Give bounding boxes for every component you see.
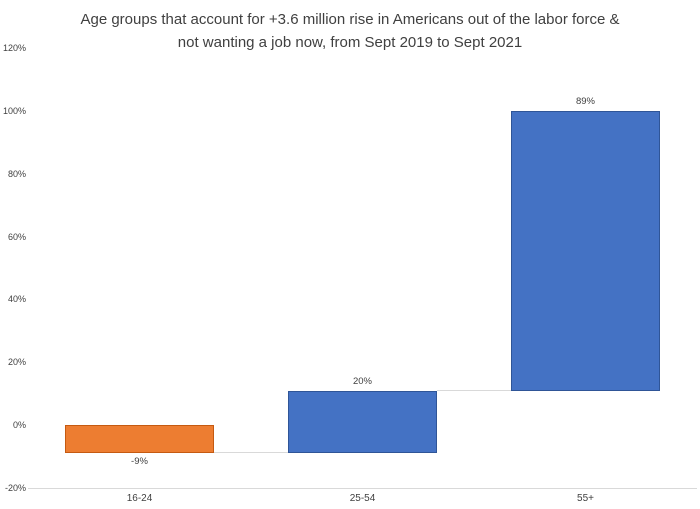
waterfall-connector-line: [214, 452, 288, 454]
chart-title: Age groups that account for +3.6 million…: [0, 8, 700, 54]
x-axis-category-label: 25-54: [349, 493, 376, 504]
bar-25-54: [288, 390, 437, 454]
bar-55+: [511, 110, 660, 391]
y-axis-tick-label: 120%: [2, 43, 26, 53]
y-axis-tick-label: 40%: [7, 294, 26, 305]
y-axis-tick-label: -20%: [4, 483, 26, 493]
y-axis-tick-label: 100%: [2, 105, 26, 116]
x-axis-category-label: 16-24: [126, 493, 153, 504]
chart-title-line2: not wanting a job now, from Sept 2019 to…: [177, 34, 523, 51]
waterfall-connector-line: [437, 389, 511, 391]
bar-16-24: [65, 425, 214, 454]
y-axis-tick-label: 20%: [7, 357, 26, 368]
data-label-55+: 89%: [575, 95, 595, 107]
y-axis-tick-label: 0%: [12, 420, 26, 431]
y-axis-tick-label: 80%: [7, 168, 26, 179]
chart-title-line1: Age groups that account for +3.6 million…: [80, 11, 620, 28]
data-label-25-54: 20%: [352, 375, 372, 387]
data-label-16-24: -9%: [131, 456, 148, 468]
x-axis-category-label: 55+: [577, 493, 594, 504]
y-axis-tick-label: 60%: [7, 231, 26, 242]
x-axis-line: [28, 488, 697, 489]
